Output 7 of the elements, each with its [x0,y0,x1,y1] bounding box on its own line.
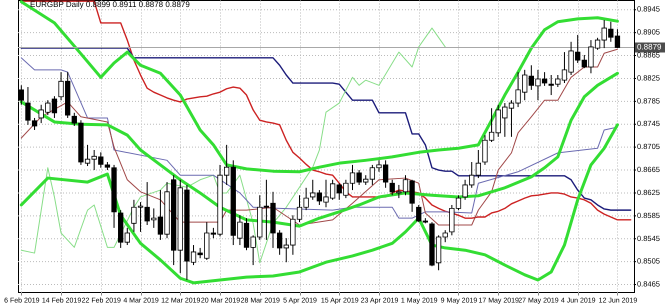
line-series [20,0,619,174]
candlestick [25,86,31,126]
line-series [20,0,632,221]
line-series [20,123,619,284]
candlestick [32,117,38,130]
ref-line-label: 0.8879 [637,42,662,52]
line-series [20,28,446,264]
